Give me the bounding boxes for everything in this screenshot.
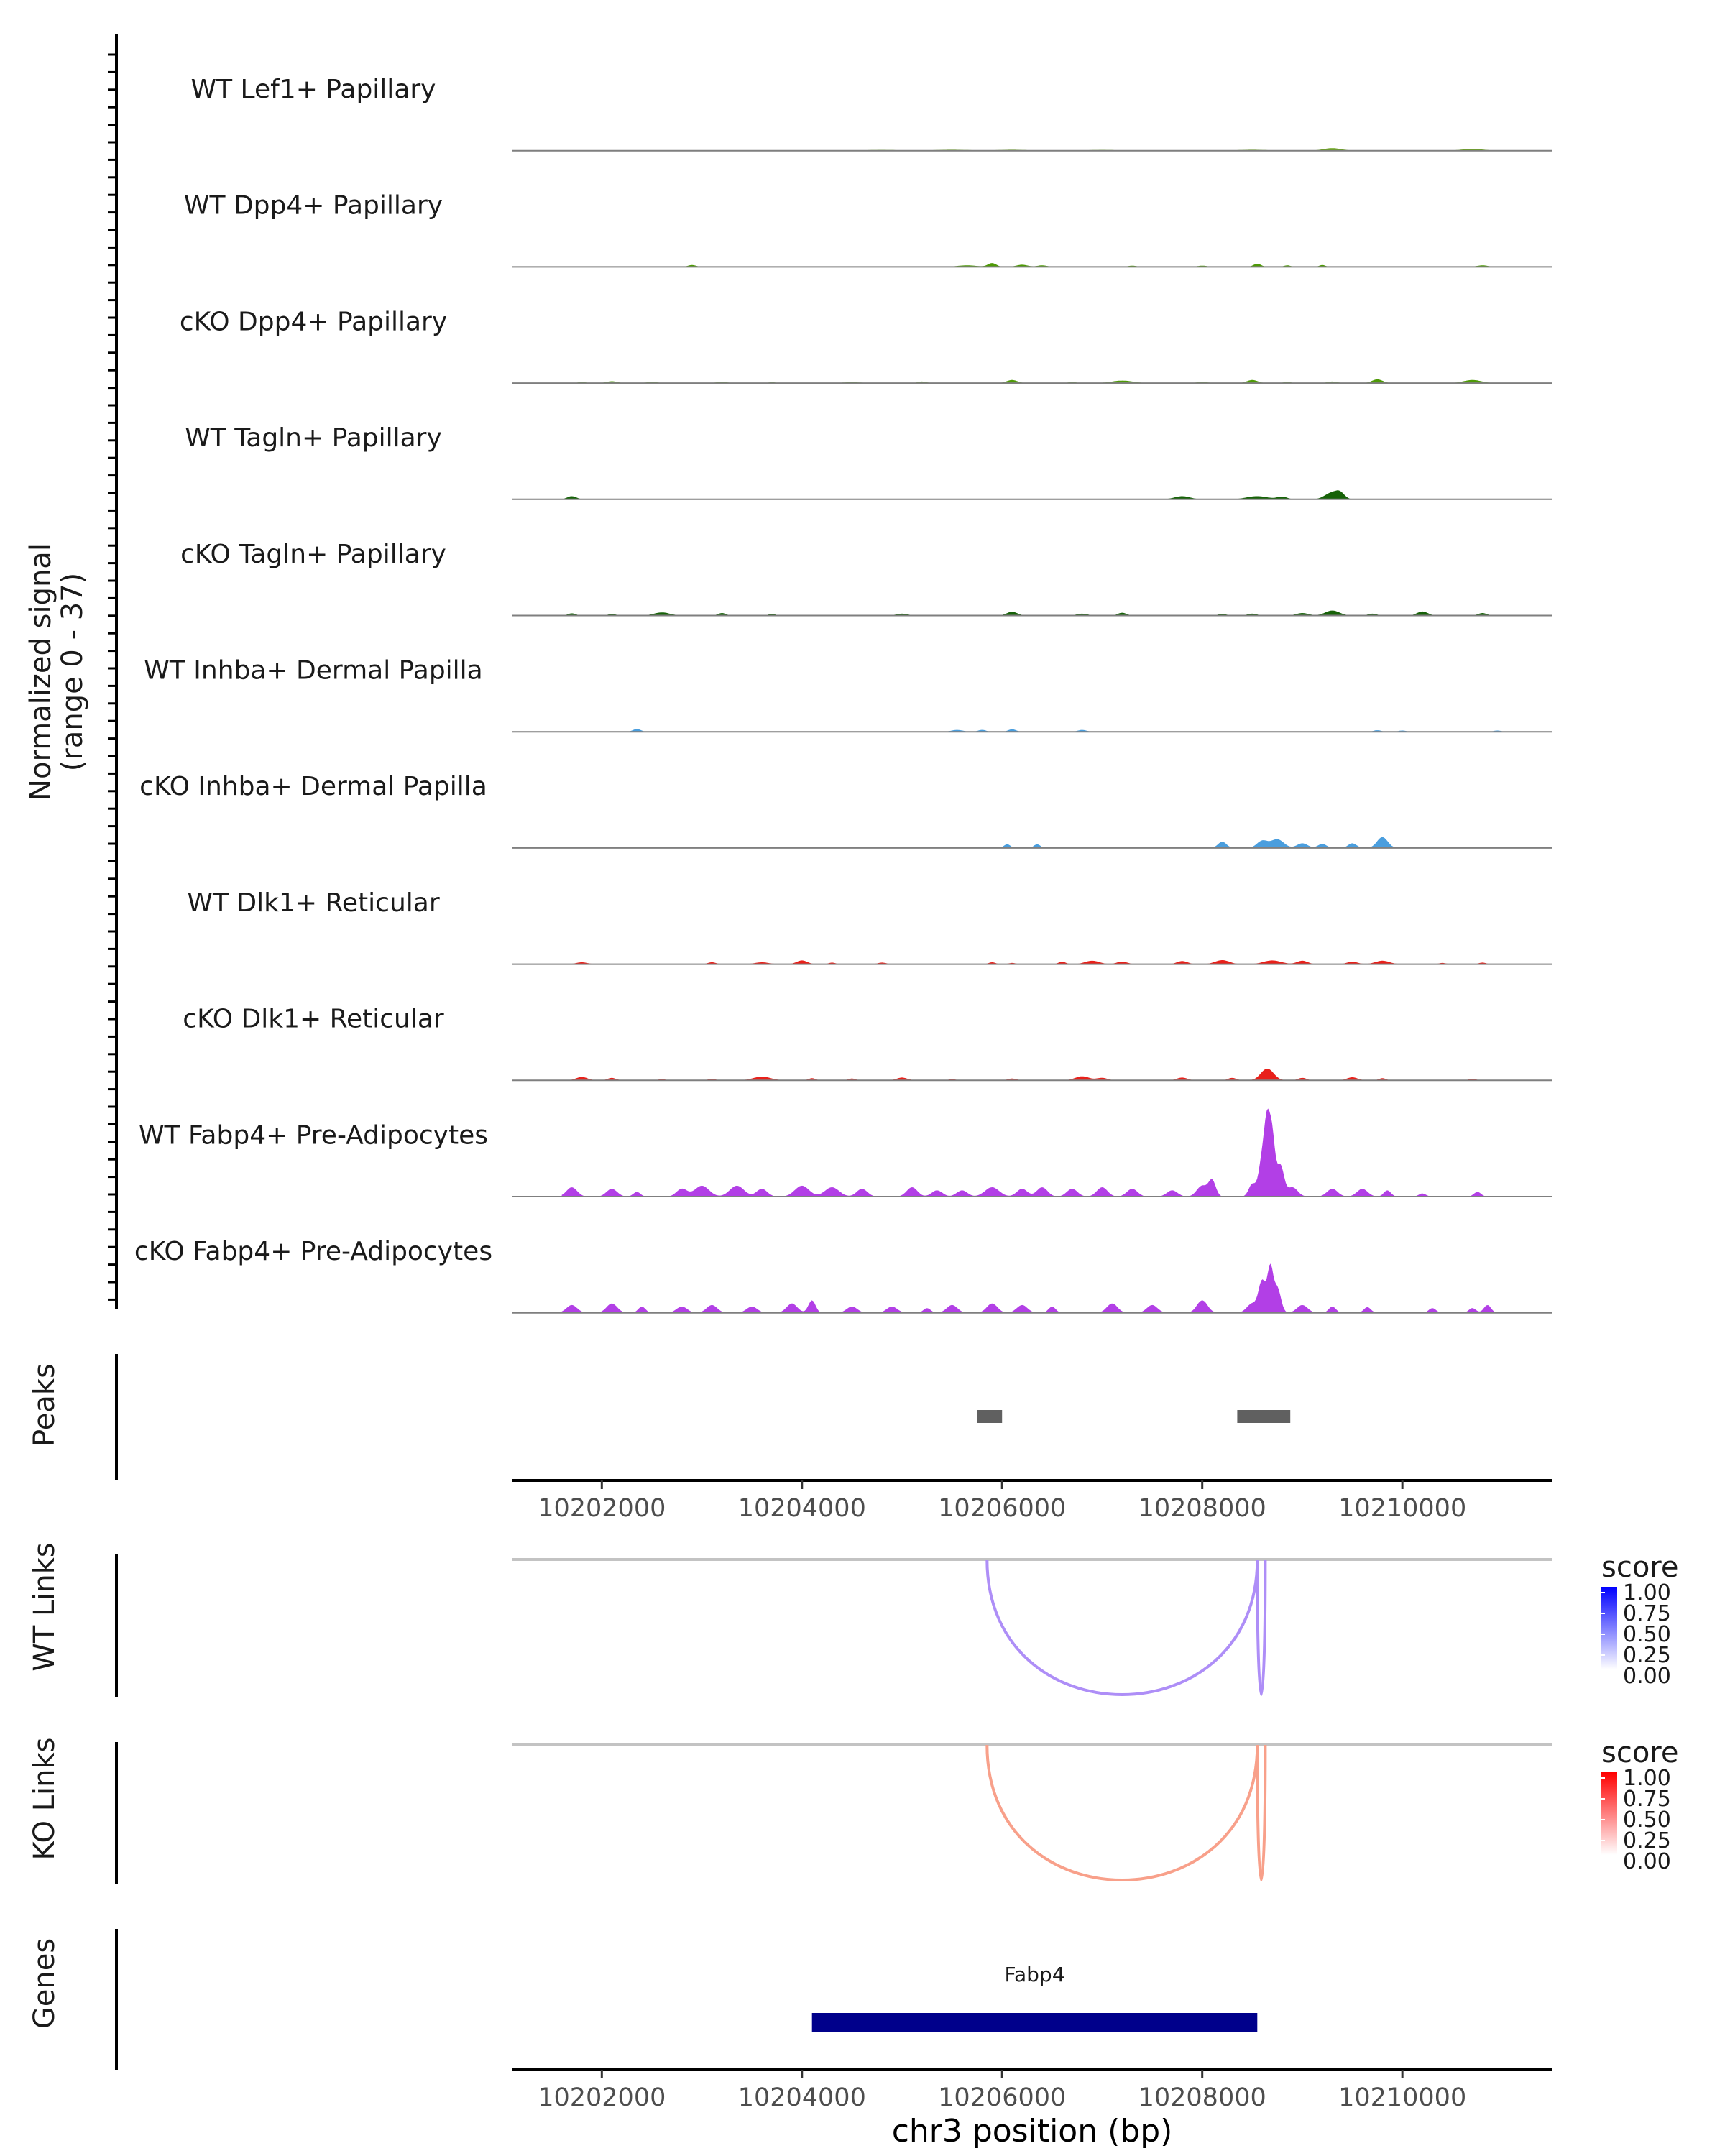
coverage-track-label: WT Dlk1+ Reticular <box>187 888 439 918</box>
x-axis-top-tick-label: 10204000 <box>738 1494 866 1523</box>
gene-label: Fabp4 <box>1004 1963 1064 1986</box>
coverage-signal-area <box>561 263 1513 267</box>
legend-colorbar <box>1601 1587 1617 1669</box>
coverage-track-label: cKO Inhba+ Dermal Papilla <box>139 772 487 801</box>
link-arc-2 <box>1256 1559 1267 1696</box>
coverage-track-label: WT Tagln+ Papillary <box>185 423 442 453</box>
legend-colorbar <box>1601 1772 1617 1855</box>
genes-track-label: Genes <box>28 1938 61 2029</box>
coverage-signal-area <box>561 490 1513 499</box>
wt-links-label: WT Links <box>28 1542 61 1671</box>
x-axis-bottom-tick-label: 10206000 <box>938 2083 1066 2112</box>
x-axis-bottom-tick-label: 10202000 <box>538 2083 666 2112</box>
coverage-track-label: cKO Dlk1+ Reticular <box>183 1005 444 1034</box>
peaks-track <box>977 1410 1291 1423</box>
coverage-axis-ticks <box>108 53 116 1301</box>
coverage-signal-area <box>561 148 1513 151</box>
coverage-signal-area <box>561 610 1513 616</box>
link-arc-1 <box>985 1744 1259 1882</box>
x-axis-bottom: chr3 position (bp) 10202000 10204000 10206… <box>512 2068 1552 2150</box>
coverage-track-label: WT Inhba+ Dermal Papilla <box>144 656 482 686</box>
coverage-track-9: cKO Dlk1+ Reticular <box>183 1005 1552 1082</box>
legend-title: score <box>1601 1551 1678 1584</box>
coverage-track-11: cKO Fabp4+ Pre-Adipocytes <box>134 1237 1552 1314</box>
coverage-track-2: WT Dpp4+ Papillary <box>184 191 1552 268</box>
coverage-ylabel-line1: Normalized signal <box>24 543 58 801</box>
coverage-track-7: cKO Inhba+ Dermal Papilla <box>139 772 1552 849</box>
legend-tick-label: 0.50 <box>1623 1622 1671 1647</box>
coverage-signal-area <box>561 1108 1513 1197</box>
legend-tick-label: 0.25 <box>1623 1828 1671 1853</box>
coverage-signal-area <box>561 1263 1513 1313</box>
coverage-track-1: WT Lef1+ Papillary <box>191 75 1552 152</box>
coverage-signal-area <box>561 837 1513 848</box>
peaks-track-label: Peaks <box>28 1363 61 1447</box>
legend-tick-label: 0.50 <box>1623 1807 1671 1833</box>
x-axis-top-tick-label: 10202000 <box>538 1494 666 1523</box>
coverage-ylabel-line2: (range 0 - 37) <box>56 573 89 771</box>
coverage-signal-area <box>561 960 1513 964</box>
x-axis-bottom-tick-label: 10208000 <box>1138 2083 1266 2112</box>
coverage-track-label: cKO Tagln+ Papillary <box>180 540 446 569</box>
peak-region-2 <box>1237 1410 1291 1423</box>
x-axis-bottom-tick-label: 10210000 <box>1338 2083 1466 2112</box>
coverage-track-label: WT Lef1+ Papillary <box>191 75 436 104</box>
coverage-track-10: WT Fabp4+ Pre-Adipocytes <box>139 1108 1552 1197</box>
coverage-track-3: cKO Dpp4+ Papillary <box>180 307 1552 384</box>
peak-region-1 <box>977 1410 1003 1423</box>
legend-tick-label: 0.25 <box>1623 1643 1671 1668</box>
coverage-track-label: cKO Dpp4+ Papillary <box>180 307 447 336</box>
coverage-track-label: cKO Fabp4+ Pre-Adipocytes <box>134 1237 492 1266</box>
coverage-signal-area <box>561 1069 1513 1081</box>
x-axis-top-tick-label: 10210000 <box>1338 1494 1466 1523</box>
x-axis-top-tick-label: 10206000 <box>938 1494 1066 1523</box>
left-labels: Normalized signal (range 0 - 37) Peaks W… <box>24 34 118 2070</box>
legend-title: score <box>1601 1736 1678 1769</box>
link-tracks: score1.000.750.500.250.00score1.000.750.… <box>512 1551 1678 1882</box>
link-arc-2 <box>1256 1744 1267 1881</box>
legend-tick-label: 0.00 <box>1623 1849 1671 1874</box>
gene-body-1 <box>811 2013 1258 2032</box>
genes-track: Fabp4 <box>811 1963 1258 2032</box>
coverage-track-label: WT Fabp4+ Pre-Adipocytes <box>139 1120 488 1150</box>
legend-tick-label: 1.00 <box>1623 1766 1671 1791</box>
x-axis-bottom-tick-label: 10204000 <box>738 2083 866 2112</box>
ko-links-label: KO Links <box>28 1738 61 1861</box>
link-arc-1 <box>985 1559 1259 1697</box>
coverage-track-6: WT Inhba+ Dermal Papilla <box>144 656 1552 733</box>
x-axis-top: 10202000 10204000 10206000 10208000 10210000 <box>512 1479 1552 1523</box>
coverage-track-8: WT Dlk1+ Reticular <box>187 888 1552 965</box>
coverage-track-5: cKO Tagln+ Papillary <box>180 540 1552 617</box>
coverage-track-label: WT Dpp4+ Papillary <box>184 191 443 221</box>
x-axis-top-tick-label: 10208000 <box>1138 1494 1266 1523</box>
legend-tick-label: 1.00 <box>1623 1580 1671 1606</box>
legend-tick-label: 0.00 <box>1623 1664 1671 1689</box>
x-axis-title: chr3 position (bp) <box>892 2113 1173 2150</box>
coverage-tracks: WT Lef1+ Papillary WT Dpp4+ Papillary cKO … <box>134 75 1552 1314</box>
legend-tick-label: 0.75 <box>1623 1601 1671 1626</box>
legend-tick-label: 0.75 <box>1623 1787 1671 1812</box>
coverage-track-4: WT Tagln+ Papillary <box>185 423 1552 500</box>
